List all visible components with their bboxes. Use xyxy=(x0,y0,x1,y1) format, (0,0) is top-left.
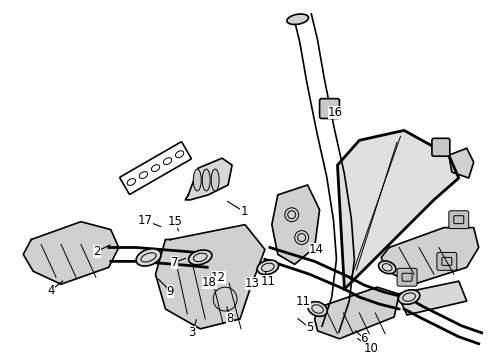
Text: 10: 10 xyxy=(363,342,378,355)
Text: 14: 14 xyxy=(308,243,324,256)
Text: 4: 4 xyxy=(47,284,55,297)
Polygon shape xyxy=(381,228,478,284)
Ellipse shape xyxy=(202,169,210,191)
Text: 7: 7 xyxy=(170,256,178,269)
Ellipse shape xyxy=(193,169,201,191)
Polygon shape xyxy=(155,225,264,329)
Ellipse shape xyxy=(211,169,219,191)
Ellipse shape xyxy=(378,261,395,274)
Text: 8: 8 xyxy=(226,312,233,325)
Text: 15: 15 xyxy=(167,215,183,228)
FancyBboxPatch shape xyxy=(448,211,468,229)
Ellipse shape xyxy=(286,14,308,24)
Text: 16: 16 xyxy=(327,106,342,119)
Polygon shape xyxy=(337,130,458,289)
Ellipse shape xyxy=(398,290,419,304)
Text: 18: 18 xyxy=(202,276,216,289)
Text: 11: 11 xyxy=(296,294,310,307)
Text: 13: 13 xyxy=(244,277,259,290)
Text: 9: 9 xyxy=(166,285,174,298)
Text: 1: 1 xyxy=(240,205,247,218)
Polygon shape xyxy=(23,222,119,284)
Polygon shape xyxy=(271,185,319,264)
Ellipse shape xyxy=(136,249,161,266)
Polygon shape xyxy=(185,158,232,200)
Ellipse shape xyxy=(307,302,326,316)
FancyBboxPatch shape xyxy=(396,268,416,286)
Polygon shape xyxy=(396,281,466,315)
FancyBboxPatch shape xyxy=(319,99,339,118)
Ellipse shape xyxy=(188,250,211,265)
Text: 17: 17 xyxy=(138,214,153,227)
Polygon shape xyxy=(314,287,398,339)
Text: 3: 3 xyxy=(188,326,196,339)
Text: 6: 6 xyxy=(360,332,367,345)
FancyBboxPatch shape xyxy=(431,138,449,156)
Text: 5: 5 xyxy=(305,321,313,334)
Text: 2: 2 xyxy=(93,245,101,258)
Polygon shape xyxy=(448,148,473,178)
Text: 11: 11 xyxy=(260,275,275,288)
FancyBboxPatch shape xyxy=(436,252,456,270)
Ellipse shape xyxy=(257,260,278,275)
Text: 12: 12 xyxy=(210,271,225,284)
